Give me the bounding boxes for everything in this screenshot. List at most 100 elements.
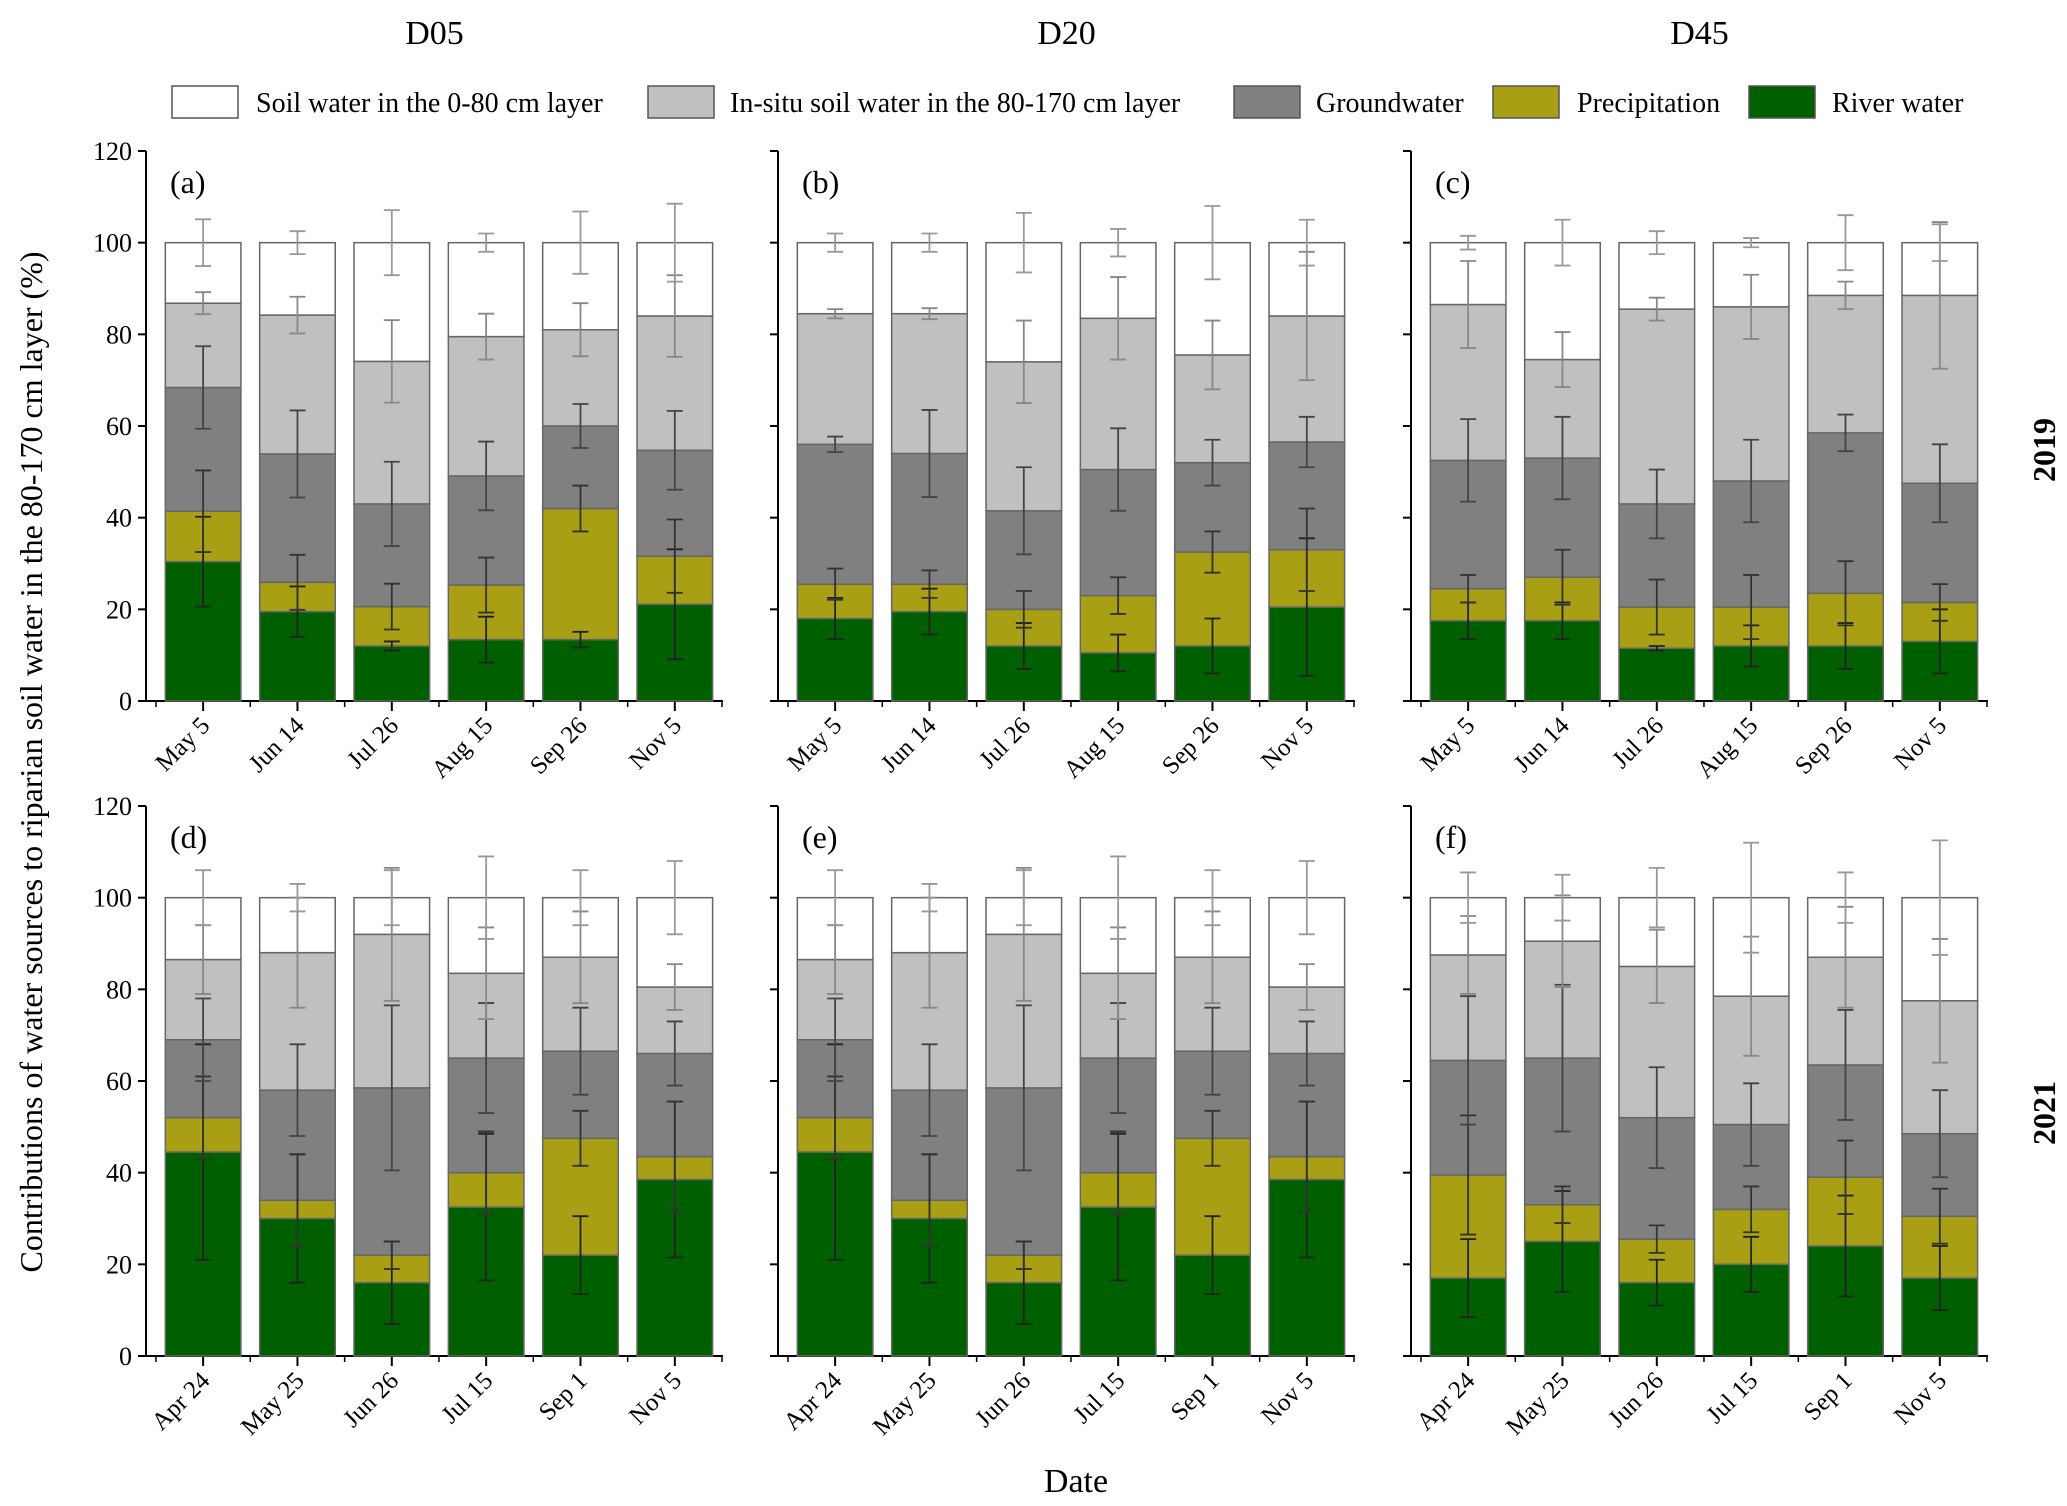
error-bar: [1204, 530, 1221, 574]
y-tick-label: 40: [106, 504, 132, 533]
error-bar: [1743, 237, 1760, 249]
error-bar: [1931, 1187, 1948, 1245]
error-bar: [666, 518, 683, 594]
x-tick-label: Jul 26: [974, 712, 1036, 774]
error-bar: [921, 883, 938, 913]
x-tick-label: Aug 15: [427, 712, 499, 784]
error-bar: [921, 409, 938, 498]
error-bar: [1931, 443, 1948, 524]
error-bar: [1204, 1215, 1221, 1296]
panel-label: (f): [1435, 819, 1467, 855]
error-bar: [478, 1130, 495, 1215]
error-bar: [1931, 839, 1948, 956]
error-bar: [1554, 1185, 1571, 1224]
error-bar: [1015, 869, 1032, 927]
legend-label: Precipitation: [1577, 88, 1720, 119]
error-bar: [666, 409, 683, 491]
y-tick-label: 100: [93, 229, 132, 258]
error-bar: [195, 291, 212, 316]
error-bar: [195, 345, 212, 430]
y-tick-label: 40: [106, 1159, 132, 1188]
error-bar: [1460, 1238, 1477, 1318]
x-tick-label: Aug 15: [1692, 712, 1764, 784]
error-bar: [195, 869, 212, 927]
error-bar: [666, 202, 683, 283]
error-bar: [383, 1240, 400, 1270]
error-bar: [1743, 1235, 1760, 1293]
error-bar: [1015, 211, 1032, 274]
bar-segment-in-situ-soil-water-in-the-80-170-cm-layer: [1806, 294, 1885, 434]
x-tick-label: Jun 26: [1603, 1367, 1669, 1433]
error-bar: [1648, 1258, 1665, 1307]
error-bar: [195, 218, 212, 267]
y-tick-label: 80: [106, 975, 132, 1004]
y-tick-label: 80: [106, 320, 132, 349]
x-tick-label: Jul 15: [1702, 1367, 1764, 1429]
row-label: 2021: [2026, 1081, 2062, 1145]
error-bar: [1298, 1020, 1315, 1087]
error-bar: [921, 232, 938, 253]
error-bar: [1110, 1130, 1127, 1215]
x-tick-label: Jun 26: [970, 1367, 1036, 1433]
x-tick-label: Nov 5: [624, 712, 687, 775]
error-bar: [1837, 413, 1854, 453]
error-bar: [1743, 574, 1760, 641]
error-bar: [383, 209, 400, 277]
error-bar: [1743, 1082, 1760, 1167]
error-bar: [1743, 273, 1760, 340]
error-bar: [1648, 928, 1665, 1004]
error-bar: [1460, 418, 1477, 503]
x-tick-label: Sep 1: [1166, 1367, 1225, 1426]
bar-segment-groundwater: [796, 443, 874, 585]
legend-item: In-situ soil water in the 80-170 cm laye…: [647, 85, 1181, 119]
legend-swatch: [1233, 85, 1301, 119]
error-bar: [666, 1100, 683, 1213]
error-bar: [478, 556, 495, 614]
error-bar: [1554, 218, 1571, 267]
column-title: D45: [1670, 15, 1729, 52]
error-bar: [1204, 1109, 1221, 1167]
panel-label: (c): [1435, 164, 1471, 200]
error-bar: [827, 869, 844, 927]
error-bar: [1648, 296, 1665, 322]
error-bar: [195, 469, 212, 553]
y-tick-label: 100: [93, 884, 132, 913]
error-bar: [1110, 276, 1127, 361]
x-tick-label: Sep 26: [1790, 712, 1858, 780]
error-bar: [478, 855, 495, 940]
error-bar: [827, 435, 844, 454]
error-bar: [1204, 319, 1221, 391]
error-bar: [572, 869, 589, 927]
panel-e: (e) Apr 24 May 25 Jun 26 Jul 15 Sep 1 Nov 5: [770, 805, 1355, 1441]
error-bar: [1743, 438, 1760, 524]
error-bar: [1204, 438, 1221, 487]
error-bar: [1931, 1089, 1948, 1179]
error-bar: [827, 232, 844, 253]
panel-c: (c) May 5 Jun 14 Jul 26 Aug 15 Sep 26 Nov 5: [1403, 150, 1988, 784]
y-tick-label: 120: [93, 137, 132, 166]
error-bar: [289, 409, 306, 499]
error-bar: [1648, 578, 1665, 636]
x-tick-label: May 5: [1416, 712, 1481, 777]
x-tick-label: Jun 26: [338, 1367, 404, 1433]
error-bar: [572, 302, 589, 358]
y-tick-label: 60: [106, 412, 132, 441]
error-bar: [383, 869, 400, 927]
error-bar: [1110, 427, 1127, 512]
error-bar: [478, 232, 495, 253]
error-bar: [1648, 230, 1665, 256]
error-bar: [289, 1043, 306, 1137]
error-bar: [1554, 548, 1571, 606]
error-bar: [289, 295, 306, 335]
x-tick-label: May 25: [236, 1367, 310, 1441]
y-tick-label: 0: [119, 1342, 132, 1371]
x-tick-label: Sep 26: [525, 712, 593, 780]
panel-label: (e): [802, 819, 838, 855]
error-bar: [1204, 869, 1221, 927]
error-bar: [383, 582, 400, 631]
bar-segment-in-situ-soil-water-in-the-80-170-cm-layer: [164, 302, 242, 389]
error-bar: [1837, 214, 1854, 272]
error-bar: [1015, 466, 1032, 556]
error-bar: [1460, 234, 1477, 251]
